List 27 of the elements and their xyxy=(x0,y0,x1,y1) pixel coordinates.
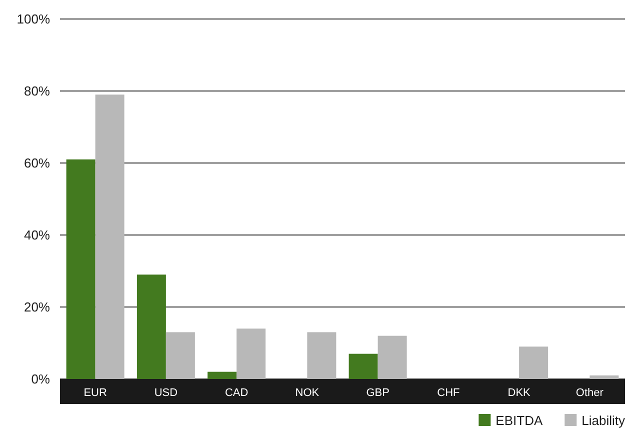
bar xyxy=(519,346,548,379)
x-tick-label: EUR xyxy=(84,387,107,399)
y-tick-label: 20% xyxy=(24,300,50,315)
bar xyxy=(378,336,407,379)
bar xyxy=(307,332,336,379)
legend-label: EBITDA xyxy=(496,413,543,428)
bar xyxy=(66,159,96,379)
x-tick-label: USD xyxy=(154,387,178,399)
x-tick-label: CHF xyxy=(437,387,460,399)
x-tick-label: Other xyxy=(576,387,604,399)
bar xyxy=(590,375,619,379)
bar xyxy=(136,274,166,379)
y-tick-label: 40% xyxy=(24,228,50,243)
bar xyxy=(208,372,237,379)
x-tick-label: CAD xyxy=(224,387,248,399)
y-tick-label: 60% xyxy=(24,156,50,171)
y-tick-label: 0% xyxy=(31,372,50,387)
bar xyxy=(95,94,124,379)
y-tick-label: 100% xyxy=(16,12,50,27)
y-tick-label: 80% xyxy=(24,84,50,99)
bar xyxy=(348,354,378,379)
bar xyxy=(166,332,195,379)
x-tick-label: GBP xyxy=(366,387,390,399)
x-tick-label: DKK xyxy=(508,387,532,399)
legend-label: Liability xyxy=(582,413,626,428)
x-tick-label: NOK xyxy=(295,387,320,399)
bar xyxy=(236,328,266,379)
